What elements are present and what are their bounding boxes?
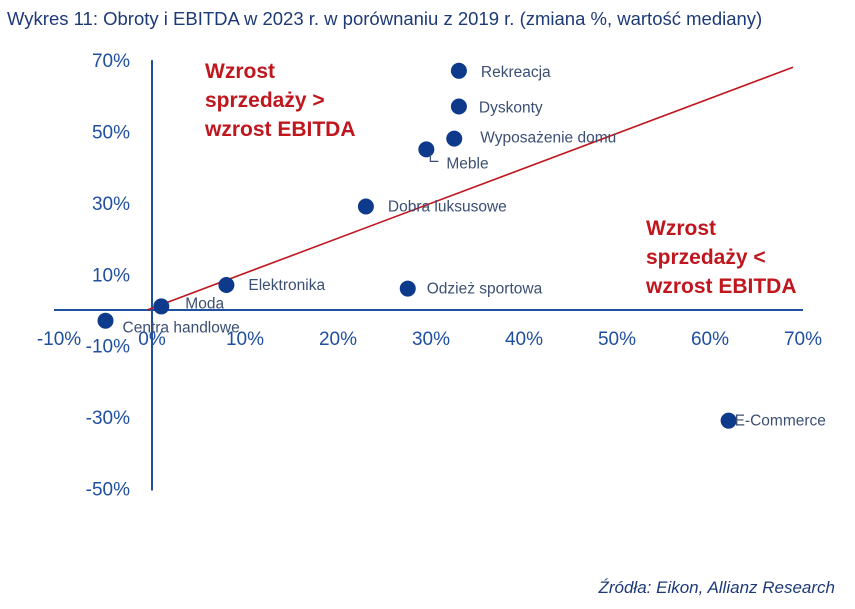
y-tick-label: 50%	[92, 123, 130, 144]
data-points: Rekreacja Dyskonty Wyposażenie domu Meble Do…	[97, 62, 826, 430]
annotation-line: wzrost EBITDA	[645, 275, 797, 298]
data-point	[97, 312, 114, 329]
leader-line	[429, 154, 439, 162]
point-label: Dobra luksusowe	[388, 198, 507, 215]
y-tick-label: 70%	[92, 51, 130, 72]
reference-line	[146, 66, 794, 311]
annotation-line: sprzedaży >	[205, 89, 325, 112]
data-point	[720, 412, 737, 429]
point-label: E-Commerce	[735, 413, 826, 430]
point-label: Odzież sportowa	[427, 281, 543, 298]
x-tick-label: 20%	[319, 329, 357, 350]
reference-line-group	[146, 66, 794, 311]
y-tick-label: -50%	[86, 480, 130, 501]
axes	[54, 60, 803, 491]
y-tick-label: -10%	[86, 337, 130, 358]
x-tick-labels: -10% 0% 10% 20% 30% 40% 50% 60% 70%	[37, 329, 822, 350]
x-tick-label: 50%	[598, 329, 636, 350]
annotation-text: Wzrost sprzedaży > wzrost EBITDA	[204, 60, 356, 141]
x-tick-label: 10%	[226, 329, 264, 350]
annotations: Wzrost sprzedaży > wzrost EBITDA Wzrost sprz…	[204, 60, 797, 298]
y-tick-labels: 70% 50% 30% 10% -10% -30% -50%	[86, 51, 130, 500]
y-tick-label: 10%	[92, 265, 130, 286]
data-point	[218, 277, 235, 294]
annotation-line: Wzrost	[205, 60, 275, 83]
data-point	[418, 141, 435, 158]
annotation-line: Wzrost	[646, 217, 716, 240]
x-tick-label: 70%	[784, 329, 822, 350]
x-tick-label: 0%	[138, 329, 166, 350]
y-tick-label: 30%	[92, 194, 130, 215]
point-label: Dyskonty	[479, 100, 543, 117]
data-point	[450, 98, 467, 115]
point-label: Wyposażenie domu	[480, 130, 616, 147]
data-point	[357, 198, 374, 215]
x-tick-label: 60%	[691, 329, 729, 350]
y-tick-label: -30%	[86, 408, 130, 429]
annotation-line: wzrost EBITDA	[204, 118, 356, 141]
point-label: Rekreacja	[481, 64, 551, 81]
point-label: Meble	[446, 155, 488, 172]
annotation-line: sprzedaży <	[646, 246, 766, 269]
point-label: Moda	[185, 295, 224, 312]
annotation-text: Wzrost sprzedaży < wzrost EBITDA	[645, 217, 797, 298]
data-point	[153, 298, 170, 315]
point-label: Centra handlowe	[123, 320, 240, 337]
point-label: Elektronika	[248, 277, 325, 294]
x-tick-label: -10%	[37, 329, 81, 350]
chart-title: Wykres 11: Obroty i EBITDA w 2023 r. w p…	[7, 8, 763, 29]
x-tick-label: 30%	[412, 329, 450, 350]
data-point	[446, 130, 463, 147]
data-point	[450, 62, 467, 79]
x-tick-label: 40%	[505, 329, 543, 350]
chart-source: Źródła: Eikon, Allianz Research	[598, 578, 835, 597]
data-point	[399, 280, 416, 297]
